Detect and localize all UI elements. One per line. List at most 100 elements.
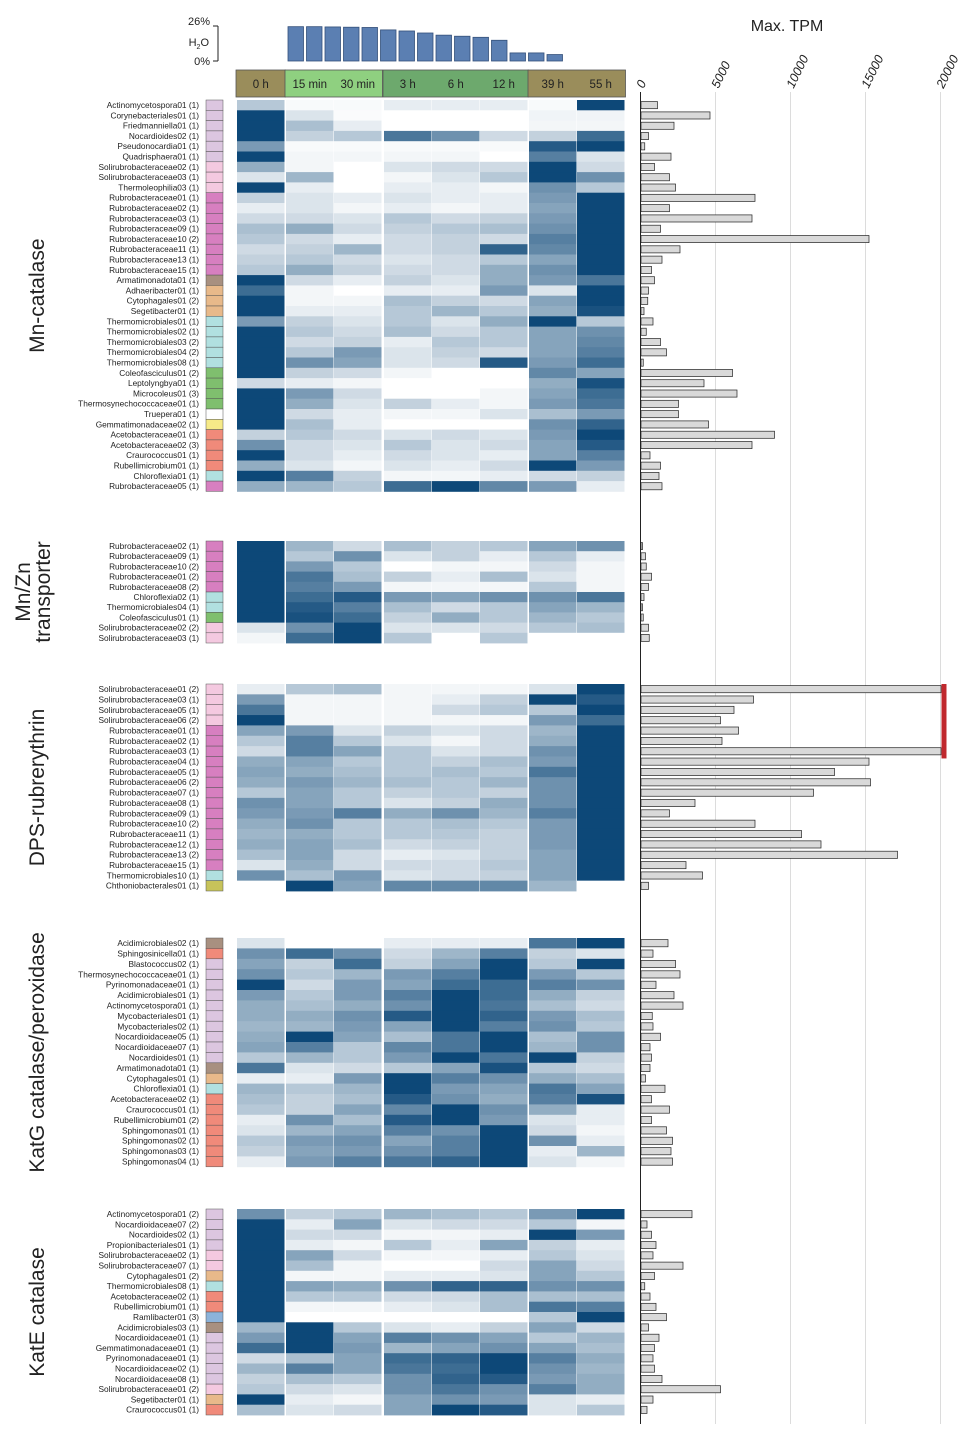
- heat-cell: [529, 1291, 577, 1302]
- section-title: DPS-rubrerythrin: [26, 709, 49, 867]
- gene-label: Thermoleophilia03 (1): [118, 182, 199, 192]
- heat-cell: [529, 450, 577, 461]
- heat-cell: [577, 777, 625, 788]
- tpm-tick-label: 5000: [709, 59, 734, 90]
- heat-cell: [384, 1240, 432, 1251]
- taxon-swatch: [206, 1343, 223, 1353]
- tpm-bar: [641, 1116, 652, 1123]
- taxon-swatch: [206, 131, 223, 141]
- heat-cell: [432, 623, 480, 634]
- heat-cell: [334, 1000, 382, 1011]
- gene-label: Adhaeribacter01 (1): [126, 285, 200, 295]
- heat-cell: [286, 746, 334, 757]
- heat-cell: [432, 551, 480, 562]
- tpm-bar: [641, 686, 941, 693]
- heat-cell: [384, 430, 432, 441]
- heat-cell: [286, 612, 334, 623]
- heat-cell: [480, 1281, 528, 1292]
- heat-cell: [384, 1000, 432, 1011]
- gene-label: Chloroflexia01 (1): [134, 471, 200, 481]
- heat-cell: [237, 358, 285, 369]
- gene-label: Rubrobacteraceae01 (2): [109, 572, 199, 582]
- heat-cell: [384, 839, 432, 850]
- heat-cell: [384, 1084, 432, 1095]
- heat-cell: [286, 798, 334, 809]
- heat-cell: [577, 419, 625, 430]
- taxon-swatch: [206, 694, 223, 704]
- heat-cell: [384, 193, 432, 204]
- heat-cell: [237, 121, 285, 132]
- heat-cell: [480, 798, 528, 809]
- taxon-swatch: [206, 808, 223, 818]
- gene-label: Rubrobacteraceae11 (1): [110, 829, 200, 839]
- taxon-swatch: [206, 1333, 223, 1343]
- taxon-swatch: [206, 1011, 223, 1021]
- heat-cell: [480, 1084, 528, 1095]
- heat-cell: [577, 440, 625, 451]
- heat-cell: [334, 100, 382, 111]
- gene-label: Rubrobacteraceae02 (1): [109, 203, 199, 213]
- heat-cell: [237, 1209, 285, 1220]
- heat-cell: [286, 110, 334, 121]
- heat-cell: [286, 1042, 334, 1053]
- heat-cell: [529, 337, 577, 348]
- gene-label: Thermosynechococcaceae01 (1): [78, 969, 199, 979]
- taxon-swatch: [206, 839, 223, 849]
- heat-cell: [237, 255, 285, 266]
- gene-label: Chloroflexia02 (1): [134, 592, 200, 602]
- taxon-swatch: [206, 244, 223, 254]
- heat-cell: [286, 244, 334, 255]
- taxon-swatch: [206, 850, 223, 860]
- heat-cell: [237, 850, 285, 861]
- heat-cell: [432, 430, 480, 441]
- heat-cell: [237, 561, 285, 572]
- heat-cell: [286, 767, 334, 778]
- heat-cell: [334, 347, 382, 358]
- heat-cell: [286, 551, 334, 562]
- heat-cell: [432, 1250, 480, 1261]
- heat-cell: [237, 777, 285, 788]
- heat-cell: [577, 1042, 625, 1053]
- heat-cell: [432, 959, 480, 970]
- taxon-swatch: [206, 684, 223, 694]
- heat-cell: [334, 1343, 382, 1354]
- heat-cell: [529, 602, 577, 613]
- gene-label: Thermomicrobiales03 (2): [107, 337, 199, 347]
- heat-cell: [286, 1073, 334, 1084]
- heat-cell: [432, 224, 480, 235]
- heat-cell: [237, 1261, 285, 1272]
- heat-cell: [480, 561, 528, 572]
- water-bar: [529, 53, 545, 61]
- heat-cell: [480, 399, 528, 410]
- heat-cell: [286, 850, 334, 861]
- tpm-bar: [641, 102, 658, 109]
- heat-cell: [286, 1209, 334, 1220]
- gene-label: Nocardioides02 (1): [129, 131, 199, 141]
- heat-cell: [480, 948, 528, 959]
- heat-cell: [286, 938, 334, 949]
- heat-cell: [384, 736, 432, 747]
- taxon-swatch: [206, 1136, 223, 1146]
- heat-cell: [529, 1042, 577, 1053]
- heat-cell: [480, 327, 528, 338]
- tpm-bar: [641, 1064, 650, 1071]
- heat-cell: [237, 1115, 285, 1126]
- heat-cell: [577, 1146, 625, 1157]
- heat-cell: [237, 296, 285, 307]
- tpm-bar: [641, 421, 709, 428]
- heat-cell: [384, 327, 432, 338]
- heat-cell: [384, 152, 432, 163]
- gene-label: Rubrobacteraceae04 (1): [109, 757, 199, 767]
- gene-label: Rubrobacteraceae12 (1): [109, 839, 199, 849]
- heat-cell: [480, 1405, 528, 1416]
- max-tpm-axis: Max. TPM 0 5000 10000 15000 20000: [634, 18, 962, 91]
- heat-cell: [384, 1230, 432, 1241]
- heat-cell: [432, 100, 480, 111]
- taxon-swatch: [206, 162, 223, 172]
- heat-cell: [480, 612, 528, 623]
- tpm-bar: [641, 328, 646, 335]
- heat-cell: [334, 1042, 382, 1053]
- heat-cell: [237, 1364, 285, 1375]
- heat-cell: [237, 275, 285, 286]
- heat-cell: [529, 725, 577, 736]
